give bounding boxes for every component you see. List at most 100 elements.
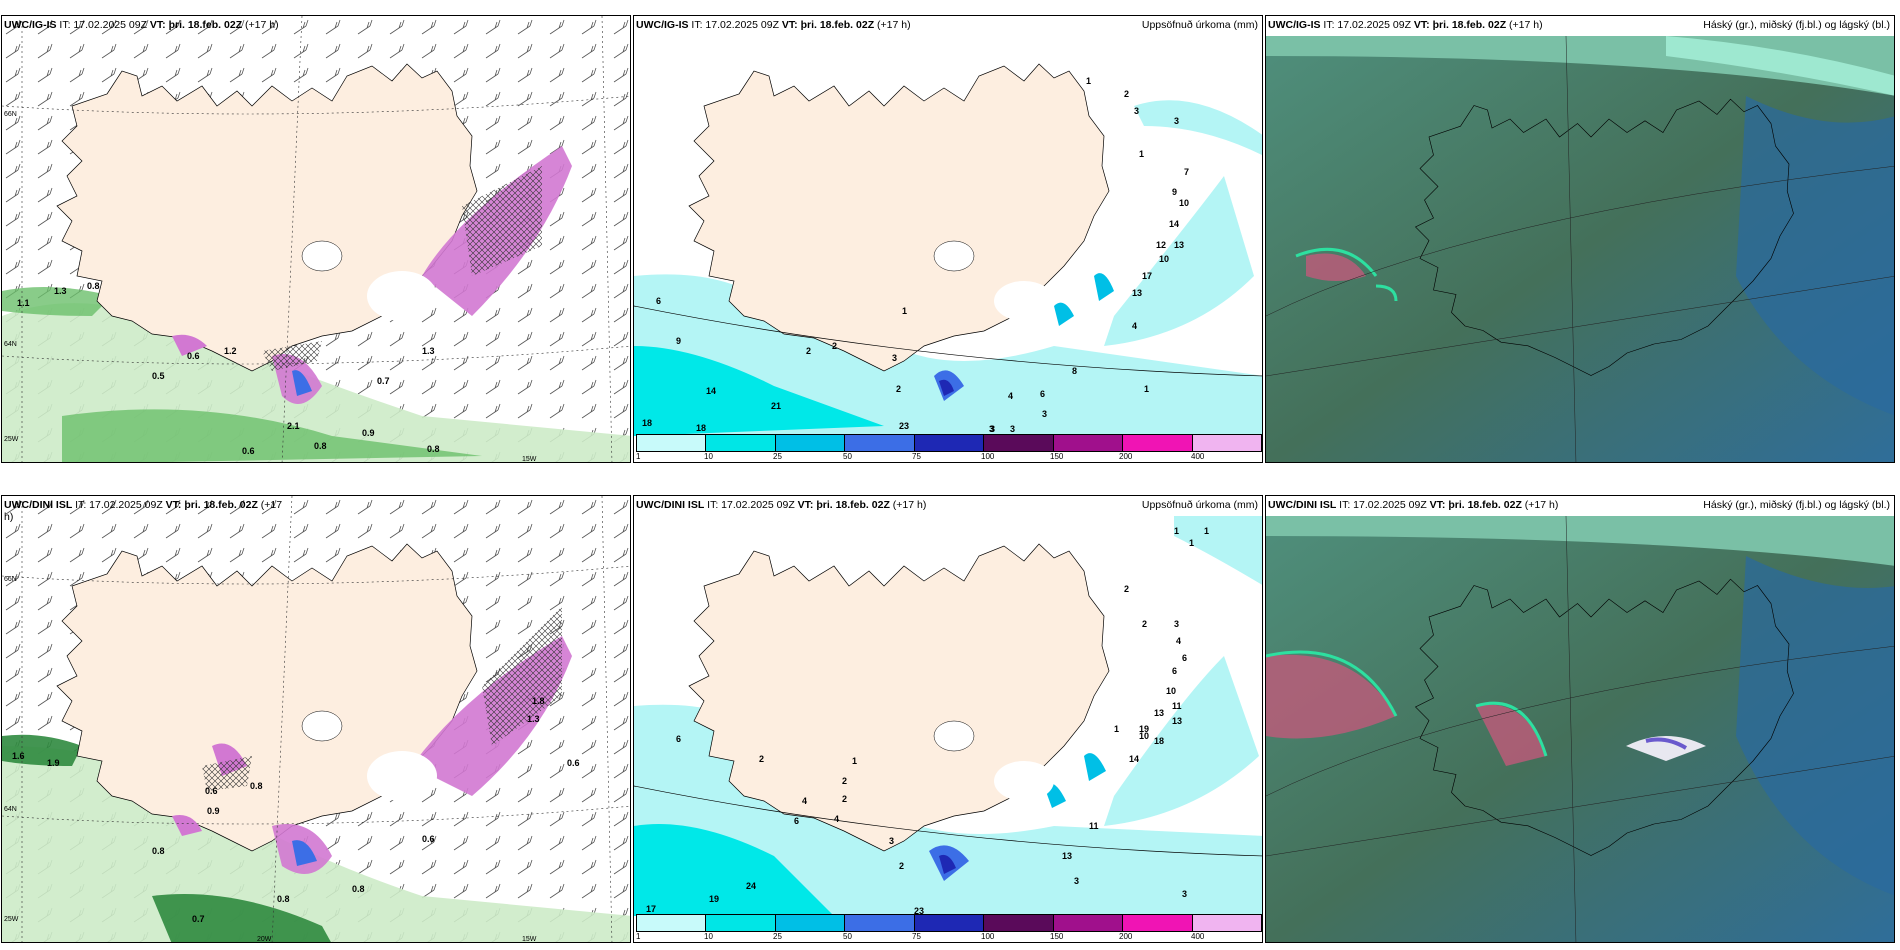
map-value-label: 0.8 [250,781,263,791]
panel-dini-clouds: UWC/DINI ISL IT: 17.02.2025 09Z VT: þri.… [1265,495,1895,943]
legend-swatch [637,435,707,451]
map-value-label: 0.8 [277,894,290,904]
map-value-label: 1 [1174,526,1180,536]
map-value-label: 2 [759,754,765,764]
init-time: IT: 17.02.2025 09Z [1323,19,1411,31]
map-value-label: 3 [1174,116,1180,126]
precip-map [634,63,1262,436]
lon-label-25: 25W [4,436,19,443]
map-value-label: 3 [990,424,996,434]
map-value-label: 7 [1184,167,1190,177]
map-value-label: 0.7 [377,376,390,386]
legend-swatch [1192,915,1261,931]
legend-swatch [775,435,846,451]
map-value-label: 23 [914,906,925,916]
panel-title: Háský (gr.), miðský (fj.bl.) og lágský (… [1703,19,1890,31]
map-value-label: 1.3 [422,346,435,356]
map-value-label: 19 [709,894,720,904]
legend-tick: 75 [912,452,921,461]
map-value-label: 1.9 [47,758,60,768]
valid-time: VT: þri. 18.feb. 02Z [165,499,258,511]
lat-label-66: 66N [4,111,17,118]
legend-tick: 400 [1191,452,1205,461]
valid-time: VT: þri. 18.feb. 02Z [797,499,890,511]
legend-swatch [1123,915,1193,931]
map-value-label: 10 [1159,254,1170,264]
panel-ig-accum-precip: UWC/IG-IS IT: 17.02.2025 09Z VT: þri. 18… [633,15,1263,463]
legend-swatch [1053,435,1124,451]
map-value-label: 18 [1154,736,1165,746]
map-value-label: 18 [696,423,707,433]
map-value-label: 2 [842,794,848,804]
init-time: IT: 17.02.2025 09Z [75,499,163,511]
map-value-label: 6 [1172,666,1178,676]
panel-header: UWC/DINI ISL IT: 17.02.2025 09Z VT: þri.… [636,499,1258,513]
map-value-label: 1 [852,756,858,766]
legend-tick: 1 [636,932,641,941]
wind-precip-map [2,16,630,462]
map-value-label: 9 [1172,187,1178,197]
legend-swatch [984,915,1054,931]
map-value-label: 2 [899,861,905,871]
lead-time: (+17 h) [877,19,911,31]
lead-time: (+17 h) [1524,499,1559,511]
map-value-label: 14 [1129,754,1140,764]
map-value-label: 3 [1174,619,1180,629]
lead-time: (+17 h) [1509,19,1543,31]
panel-header: UWC/DINI ISL IT: 17.02.2025 09Z VT: þri.… [1268,499,1890,513]
legend-swatch [914,915,985,931]
map-value-label: 6 [794,816,800,826]
map-value-label: 12 [1156,240,1167,250]
model-name: UWC/DINI ISL [636,499,705,511]
map-value-label: 0.8 [427,444,440,454]
legend-tick: 100 [981,452,995,461]
panel-title: Uppsöfnuð úrkoma (mm) [1141,499,1258,511]
map-value-label: 2 [832,341,838,351]
map-value-label: 2 [1124,584,1130,594]
valid-time: VT: þri. 18.feb. 02Z [1413,19,1507,31]
map-value-label: 3 [1042,409,1048,419]
legend-swatch [845,435,915,451]
model-name: UWC/IG-IS [4,19,57,31]
map-value-label: 3 [1010,424,1016,434]
legend-tick: 150 [1050,452,1064,461]
legend-swatch [706,915,776,931]
map-value-label: 18 [642,418,653,428]
lon-label-15: 15W [522,936,537,943]
legend-tick: 25 [773,932,782,941]
panel-header: UWC/IG-IS IT: 17.02.2025 09Z VT: þri. 18… [636,19,1258,33]
map-value-label: 14 [1169,219,1180,229]
map-value-label: 2 [896,384,902,394]
model-name: UWC/DINI ISL [4,499,73,511]
legend-tick: 75 [912,932,921,941]
map-value-label: 10 [1166,686,1177,696]
map-value-label: 13 [1132,288,1143,298]
map-value-label: 13 [1172,716,1183,726]
legend-swatch [845,915,915,931]
legend-tick: 50 [843,452,852,461]
panel-ig-wind-precip: UWC/IG-IS IT: 17.02.2025 09Z VT: þri. 18… [1,15,631,463]
map-value-label: 0.7 [192,914,205,924]
map-value-label: 3 [892,353,898,363]
map-value-label: 17 [1142,271,1153,281]
lat-label-66: 66N [4,576,17,583]
cloud-map [1266,35,1894,462]
panel-dini-wind-precip: UWC/DINI ISL IT: 17.02.2025 09Z VT: þri.… [1,495,631,943]
map-value-label: 1 [1139,149,1145,159]
lead-time: (+17 [260,499,283,511]
map-value-label: 13 [1174,240,1185,250]
map-value-label: 8 [1072,366,1078,376]
map-value-label: 2 [842,776,848,786]
map-value-label: 1 [1189,538,1195,548]
lead-time: (+17 h) [245,19,279,31]
valid-time: VT: þri. 18.feb. 02Z [1429,499,1522,511]
panel-title: Uppsöfnuð úrkoma (mm) [1141,19,1258,31]
legend-swatch [637,915,707,931]
cloud-map [1266,515,1894,942]
map-value-label: 0.8 [352,884,365,894]
legend-tick: 400 [1191,932,1205,941]
map-value-label: 13 [1154,708,1165,718]
legend-swatch [1123,435,1193,451]
init-time: IT: 17.02.2025 09Z [691,19,779,31]
map-value-label: 1.1 [17,298,30,308]
